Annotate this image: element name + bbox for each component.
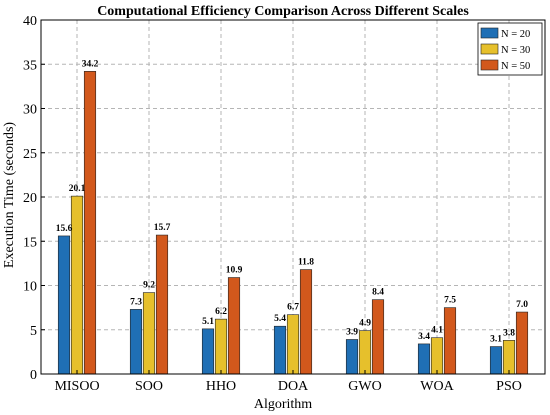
- data-label: 15.6: [56, 224, 73, 234]
- bar-hho-series-1: [201, 328, 215, 375]
- x-tick-label: HHO: [206, 379, 236, 394]
- data-label: 8.4: [372, 288, 384, 298]
- x-tick-label: MISOO: [54, 379, 99, 394]
- legend-entry: N = 30: [501, 45, 530, 56]
- bar-doa-series-1: [273, 325, 287, 375]
- y-tick-label: 40: [23, 14, 37, 29]
- legend-swatch: [480, 43, 499, 55]
- data-label: 5.4: [274, 314, 286, 324]
- bar-gwo-series-2: [358, 330, 372, 375]
- legend-entry: N = 20: [501, 29, 530, 40]
- data-label: 10.9: [226, 266, 243, 276]
- data-label: 5.1: [202, 317, 214, 327]
- x-axis: MISOO SOO HHO DOA GWO WOA PSO: [54, 370, 522, 394]
- legend-swatch: [480, 59, 499, 71]
- y-axis: 0 5 10 15 20 25 30 35 40: [23, 14, 45, 383]
- data-label: 15.7: [154, 223, 171, 233]
- bar-doa-series-2: [286, 314, 300, 375]
- bar-soo-series-2: [142, 292, 156, 375]
- grid-lines: [41, 20, 545, 374]
- bar-hho-series-2: [214, 318, 228, 375]
- bar-woa-series-1: [417, 343, 431, 375]
- chart-title: Computational Efficiency Comparison Acro…: [97, 4, 469, 19]
- data-label: 4.1: [431, 326, 443, 336]
- y-tick-label: 15: [23, 235, 37, 250]
- bar-soo-series-1: [129, 309, 143, 375]
- data-label: 20.1: [69, 184, 86, 194]
- bar-pso-series-2: [502, 340, 516, 375]
- data-labels: 15.6 20.1 34.2 7.39.2 15.7 5.16.2 10.9 5.46.7 11…: [56, 59, 529, 344]
- data-label: 3.9: [346, 327, 358, 337]
- bar-misoo-series-1: [57, 235, 71, 375]
- x-tick-label: PSO: [496, 379, 522, 394]
- bar-gwo-series-3: [371, 299, 385, 375]
- data-label: 7.5: [444, 296, 456, 306]
- bar-pso-series-1: [489, 346, 503, 375]
- y-tick-label: 10: [23, 280, 37, 295]
- bar-doa-series-3: [299, 269, 313, 375]
- y-tick-label: 0: [30, 368, 37, 383]
- data-label: 3.1: [490, 335, 502, 345]
- x-tick-label: GWO: [348, 379, 381, 394]
- legend-entry: N = 50: [501, 61, 530, 72]
- y-tick-label: 30: [23, 103, 37, 118]
- x-tick-label: DOA: [278, 379, 309, 394]
- bar-soo-series-3: [155, 234, 169, 375]
- data-label: 9.2: [143, 281, 155, 291]
- x-tick-label: WOA: [420, 379, 454, 394]
- y-tick-label: 25: [23, 147, 37, 162]
- bars: [57, 71, 529, 375]
- x-axis-label: Algorithm: [254, 397, 312, 412]
- data-label: 4.9: [359, 319, 371, 329]
- bar-gwo-series-1: [345, 339, 359, 375]
- data-label: 6.2: [215, 307, 227, 317]
- bar-pso-series-3: [515, 311, 529, 375]
- y-tick-label: 5: [30, 324, 37, 339]
- data-label: 3.4: [418, 332, 430, 342]
- bar-misoo-series-2: [70, 195, 84, 375]
- y-axis-label: Execution Time (seconds): [2, 122, 17, 269]
- data-label: 7.0: [516, 300, 528, 310]
- data-label: 7.3: [130, 297, 142, 307]
- bar-woa-series-3: [443, 307, 457, 375]
- data-label: 34.2: [82, 59, 99, 69]
- data-label: 6.7: [287, 303, 299, 313]
- bar-woa-series-2: [430, 337, 444, 375]
- bar-misoo-series-3: [83, 71, 97, 375]
- bar-hho-series-3: [227, 277, 241, 375]
- y-tick-label: 35: [23, 58, 37, 73]
- x-tick-label: SOO: [135, 379, 163, 394]
- y-tick-label: 20: [23, 191, 37, 206]
- legend-swatch: [480, 27, 499, 39]
- data-label: 3.8: [503, 328, 515, 338]
- data-label: 11.8: [298, 258, 314, 268]
- legend: N = 20 N = 30 N = 50: [477, 22, 543, 76]
